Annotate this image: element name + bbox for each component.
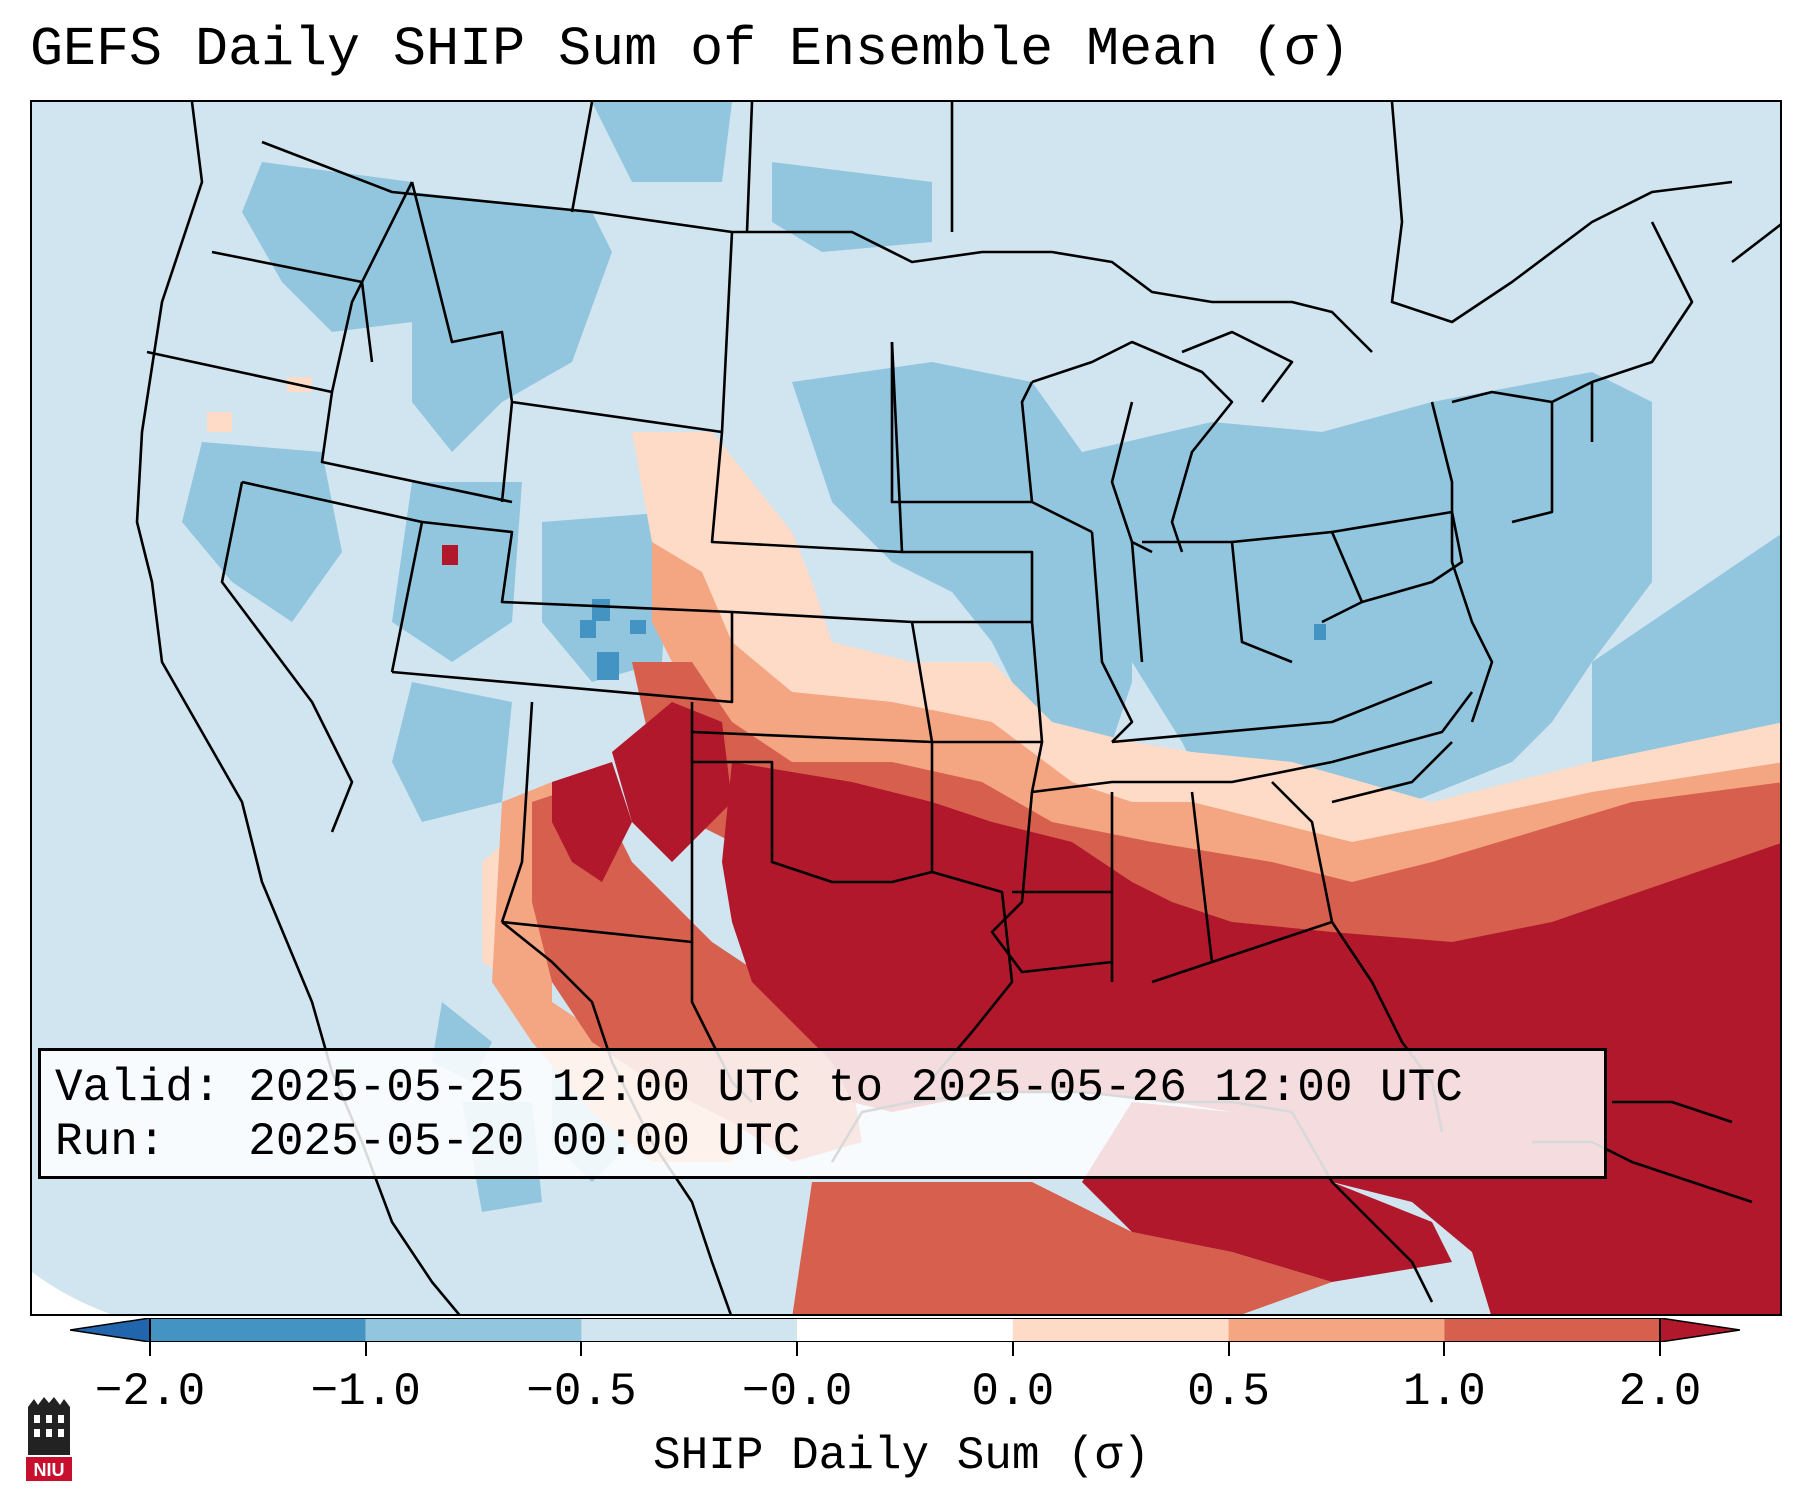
colorbar-tick-label: −0.0 bbox=[741, 1366, 853, 1418]
colorbar-tick-mark bbox=[149, 1342, 151, 1356]
colorbar-tick-mark bbox=[1659, 1342, 1661, 1356]
colorbar-tick-mark bbox=[1227, 1342, 1230, 1356]
valid-time-range: 2025-05-25 12:00 UTC to 2025-05-26 12:00… bbox=[248, 1062, 1463, 1114]
run-time: 2025-05-20 00:00 UTC bbox=[248, 1116, 801, 1168]
map-corner bbox=[32, 1272, 111, 1314]
valid-run-info-box: Valid: 2025-05-25 12:00 UTC to 2025-05-2… bbox=[38, 1048, 1607, 1179]
colorbar bbox=[70, 1318, 1740, 1342]
colorbar-tick-label: −1.0 bbox=[310, 1366, 421, 1418]
map-title: GEFS Daily SHIP Sum of Ensemble Mean (σ) bbox=[30, 18, 1351, 81]
strong-negative-cells bbox=[580, 599, 1326, 680]
colorbar-tick-mark bbox=[1011, 1342, 1014, 1356]
colorbar-tick-mark bbox=[580, 1342, 583, 1356]
svg-text:NIU: NIU bbox=[34, 1460, 65, 1480]
colorbar-bin bbox=[150, 1318, 366, 1342]
colorbar-tick-label: 0.5 bbox=[1187, 1366, 1270, 1418]
colorbar-bin bbox=[365, 1318, 582, 1342]
colorbar-tick-label: 2.0 bbox=[1618, 1366, 1702, 1418]
colorbar-tick-label: 0.0 bbox=[971, 1366, 1055, 1418]
valid-label: Valid: bbox=[55, 1062, 221, 1114]
run-label: Run: bbox=[55, 1116, 166, 1168]
colorbar-tick-mark bbox=[1443, 1342, 1446, 1356]
state-boundaries bbox=[135, 102, 1780, 1314]
colorbar-bins bbox=[150, 1318, 1660, 1342]
colorbar-bin bbox=[797, 1318, 1013, 1342]
colorbar-bin bbox=[1012, 1318, 1229, 1342]
colorbar-bin bbox=[1444, 1318, 1660, 1342]
colorbar-label: SHIP Daily Sum (σ) bbox=[653, 1430, 1150, 1482]
colorbar-tick-mark bbox=[796, 1342, 799, 1356]
colorbar-bin bbox=[1228, 1318, 1445, 1342]
colorbar-extend-high bbox=[1659, 1318, 1740, 1342]
colorbar-tick-label: −2.0 bbox=[94, 1366, 206, 1418]
colorbar-frame bbox=[149, 1318, 1661, 1342]
colorbar-tick-label: −0.5 bbox=[526, 1366, 637, 1418]
colorbar-bin bbox=[581, 1318, 798, 1342]
colorbar-tick-label: 1.0 bbox=[1402, 1366, 1486, 1418]
colorbar-tick-mark bbox=[364, 1342, 367, 1356]
colorbar-extend-low bbox=[70, 1318, 151, 1342]
niu-logo: NIU bbox=[22, 1393, 76, 1485]
